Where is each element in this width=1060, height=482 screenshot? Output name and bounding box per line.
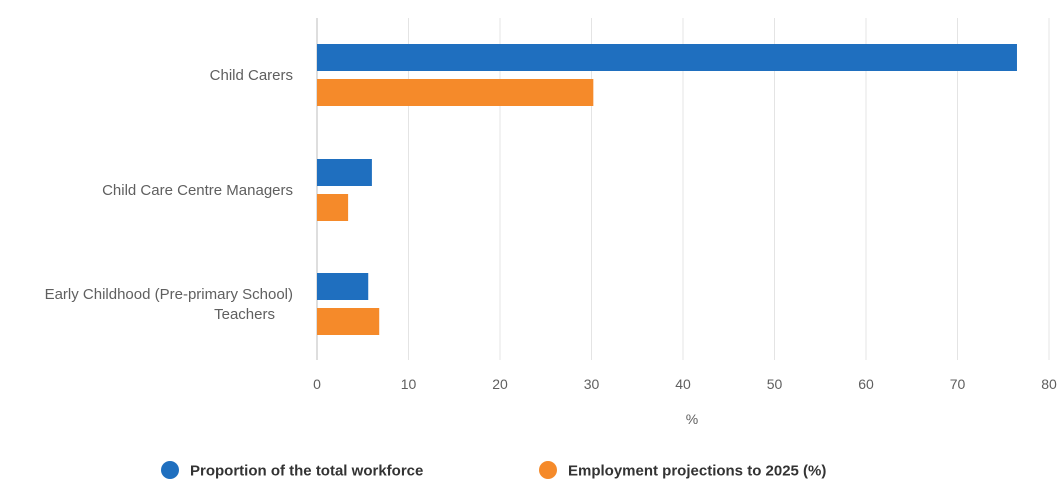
x-tick-label: 0 <box>313 376 321 392</box>
category-label: Child Care Centre Managers <box>102 182 293 199</box>
x-tick-label: 80 <box>1041 376 1057 392</box>
gridlines <box>316 18 1050 360</box>
legend-marker <box>161 461 179 479</box>
x-tick-label: 60 <box>858 376 874 392</box>
legend-marker <box>539 461 557 479</box>
bar-employment-projection <box>317 79 594 106</box>
x-tick-label: 20 <box>492 376 508 392</box>
bars <box>317 44 1017 335</box>
x-tick-label: 10 <box>401 376 417 392</box>
bar-proportion-workforce <box>317 273 369 300</box>
legend-label: Employment projections to 2025 (%) <box>568 463 826 480</box>
x-tick-label: 40 <box>675 376 691 392</box>
x-tick-label: 70 <box>950 376 966 392</box>
category-label-line: Child Care Centre Managers <box>102 182 293 199</box>
category-label-line: Early Childhood (Pre-primary School) <box>45 286 293 303</box>
category-label: Early Childhood (Pre-primary School) Teac… <box>45 286 293 323</box>
category-label-line: Teachers <box>214 306 275 323</box>
bar-employment-projection <box>317 194 349 221</box>
category-label-line: Child Carers <box>210 67 293 84</box>
x-tick-label: 30 <box>584 376 600 392</box>
category-label: Child Carers <box>210 67 293 84</box>
bar-proportion-workforce <box>317 44 1017 71</box>
bar-proportion-workforce <box>317 159 372 186</box>
x-axis-title: % <box>686 411 698 427</box>
bar-employment-projection <box>317 308 380 335</box>
x-tick-labels: 0 10 20 30 40 50 60 70 80 <box>313 376 1057 392</box>
legend: Proportion of the total workforce Employm… <box>161 461 826 480</box>
x-tick-label: 50 <box>767 376 783 392</box>
legend-label: Proportion of the total workforce <box>190 463 423 480</box>
category-labels: Child Carers Child Care Centre Managers Ea… <box>45 67 293 323</box>
